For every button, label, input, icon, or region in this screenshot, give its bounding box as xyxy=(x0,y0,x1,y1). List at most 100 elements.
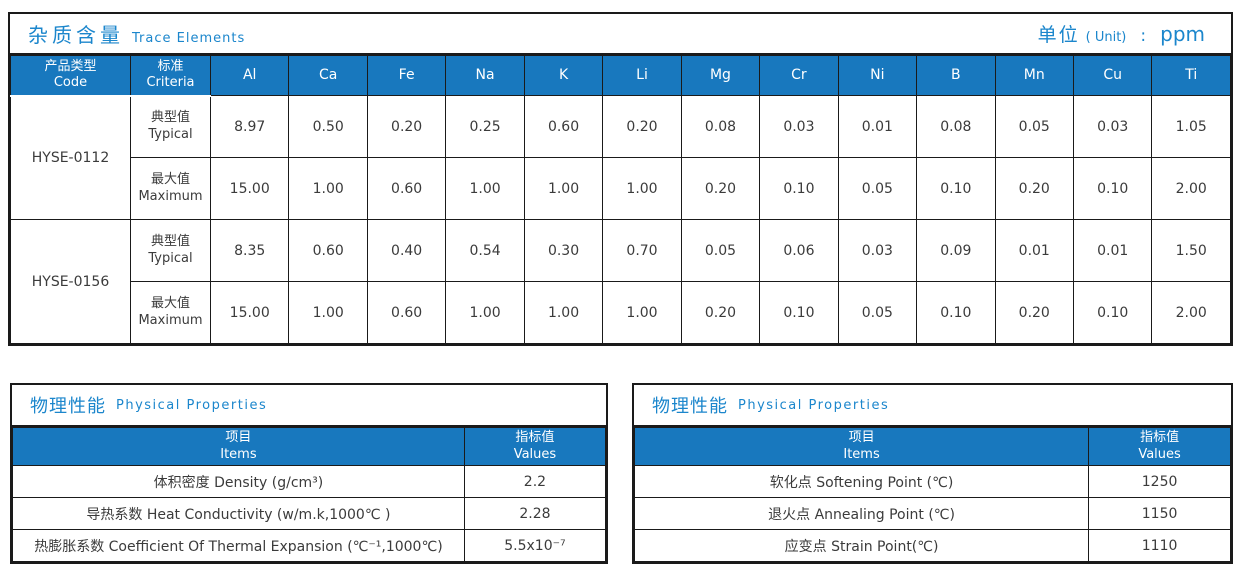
label-en: Typical xyxy=(148,126,193,142)
trace-row-hyse-0156-maximum: 最大值 Maximum 15.00 1.00 0.60 1.00 1.00 1.00 0.20 0… xyxy=(11,281,1231,344)
criteria-label-typical: 典型值 Typical xyxy=(130,219,211,282)
trace-value-cu: 0.10 xyxy=(1072,157,1153,220)
property-value: 1150 xyxy=(1088,497,1231,530)
physical-property-row: 导热系数 Heat Conductivity (w/m.k,1000℃ ) 2.2… xyxy=(12,497,607,530)
column-header-element-cu: Cu xyxy=(1072,55,1153,96)
trace-value-ca: 0.60 xyxy=(288,219,368,282)
unit-paren: ( Unit) xyxy=(1085,30,1127,45)
column-header-element-b: B xyxy=(916,55,996,96)
column-header-values: 指标值 Values xyxy=(463,427,607,466)
column-header-items-en: Items xyxy=(843,446,880,462)
physical-right-body: 软化点 Softening Point (℃) 1250 退火点 Annealing… xyxy=(633,465,1231,562)
property-item: 应变点 Strain Point(℃) xyxy=(633,529,1090,562)
unit-label: 单位 ( Unit) : ppm xyxy=(1038,20,1205,47)
physical-properties-section-left: 物理性能 Physical Properties 项目 Items 指标值 Va… xyxy=(10,383,608,564)
column-header-values-zh: 指标值 xyxy=(515,429,555,445)
column-header-element-mn: Mn xyxy=(994,55,1074,96)
property-item: 导热系数 Heat Conductivity (w/m.k,1000℃ ) xyxy=(12,497,465,530)
trace-value-k: 1.00 xyxy=(523,281,604,344)
trace-value-mg: 0.08 xyxy=(680,95,761,158)
property-value: 2.28 xyxy=(463,497,607,530)
physical-left-body: 体积密度 Density (g/cm³) 2.2 导热系数 Heat Conduct… xyxy=(12,465,607,562)
column-header-criteria-zh: 标准 xyxy=(157,59,184,74)
trace-value-mn: 0.20 xyxy=(994,157,1074,220)
trace-value-al: 8.35 xyxy=(209,219,290,282)
column-header-element-li: Li xyxy=(602,55,682,96)
trace-header-row: 产品类型 Code 标准 Criteria Al Ca Fe Na K Li Mg Cr Ni B… xyxy=(10,55,1231,97)
unit-colon: : xyxy=(1140,26,1147,46)
column-header-element-al: Al xyxy=(209,55,290,96)
trace-value-fe: 0.20 xyxy=(366,95,447,158)
column-header-items-zh: 项目 xyxy=(225,429,252,445)
trace-value-cr: 0.06 xyxy=(759,219,839,282)
physical-right-header-row: 项目 Items 指标值 Values xyxy=(633,427,1231,466)
column-header-values: 指标值 Values xyxy=(1088,427,1231,466)
physical-right-title-en: Physical Properties xyxy=(738,397,890,413)
physical-property-row: 退火点 Annealing Point (℃) 1150 xyxy=(633,497,1231,530)
trace-value-al: 15.00 xyxy=(209,281,290,344)
trace-row-hyse-0156-typical: HYSE-0156 典型值 Typical 8.35 0.60 0.40 0.54 0.30 0… xyxy=(10,219,1231,344)
column-header-values-zh: 指标值 xyxy=(1140,429,1180,445)
trace-value-ca: 1.00 xyxy=(288,281,368,344)
trace-row-hyse-0112-maximum: 最大值 Maximum 15.00 1.00 0.60 1.00 1.00 1.00 0.20 0… xyxy=(11,157,1231,220)
trace-value-cu: 0.01 xyxy=(1072,219,1153,282)
property-item: 退火点 Annealing Point (℃) xyxy=(633,497,1090,530)
physical-left-title-en: Physical Properties xyxy=(116,397,268,413)
property-value: 2.2 xyxy=(463,465,607,498)
trace-value-cr: 0.10 xyxy=(759,157,839,220)
physical-left-header-row: 项目 Items 指标值 Values xyxy=(12,427,607,466)
physical-property-row: 软化点 Softening Point (℃) 1250 xyxy=(633,465,1231,498)
column-header-element-cr: Cr xyxy=(759,55,839,96)
column-header-values-en: Values xyxy=(513,446,557,462)
trace-value-cu: 0.03 xyxy=(1072,95,1153,158)
trace-value-ni: 0.05 xyxy=(837,281,918,344)
property-item: 热膨胀系数 Coefficient Of Thermal Expansion (… xyxy=(12,529,465,562)
trace-value-ti: 1.05 xyxy=(1151,95,1231,158)
trace-value-na: 1.00 xyxy=(445,157,525,220)
physical-right-title-zh: 物理性能 xyxy=(652,396,728,417)
column-header-element-mg: Mg xyxy=(680,55,761,96)
trace-value-al: 15.00 xyxy=(209,157,290,220)
column-header-element-fe: Fe xyxy=(366,55,447,96)
trace-title-zh: 杂质含量 xyxy=(28,23,124,47)
physical-left-title-zh: 物理性能 xyxy=(30,396,106,417)
trace-value-fe: 0.60 xyxy=(366,281,447,344)
property-value: 5.5x10⁻⁷ xyxy=(463,529,607,562)
physical-right-title-bar: 物理性能 Physical Properties xyxy=(634,385,1231,427)
column-header-element-na: Na xyxy=(445,55,525,96)
trace-value-li: 1.00 xyxy=(602,157,682,220)
label-zh: 最大值 xyxy=(150,171,190,187)
product-code: HYSE-0156 xyxy=(10,219,131,344)
trace-title-bar: 杂质含量 Trace Elements 单位 ( Unit) : ppm xyxy=(10,14,1231,55)
trace-value-cr: 0.10 xyxy=(759,281,839,344)
unit-value: ppm xyxy=(1160,22,1205,46)
property-value: 1110 xyxy=(1088,529,1231,562)
label-zh: 典型值 xyxy=(150,233,190,249)
column-header-criteria-en: Criteria xyxy=(146,75,195,91)
trace-value-na: 0.54 xyxy=(445,219,525,282)
physical-right-table: 项目 Items 指标值 Values 软化点 Softening Point … xyxy=(633,427,1231,562)
column-header-element-ti: Ti xyxy=(1151,55,1231,96)
physical-property-row: 热膨胀系数 Coefficient Of Thermal Expansion (… xyxy=(12,529,607,562)
property-item: 体积密度 Density (g/cm³) xyxy=(12,465,465,498)
trace-value-b: 0.10 xyxy=(916,281,996,344)
criteria-label-typical: 典型值 Typical xyxy=(130,95,211,158)
trace-title: 杂质含量 Trace Elements xyxy=(28,19,245,48)
trace-value-k: 0.60 xyxy=(523,95,604,158)
trace-elements-section: 杂质含量 Trace Elements 单位 ( Unit) : ppm 产品类… xyxy=(8,12,1233,346)
trace-value-al: 8.97 xyxy=(209,95,290,158)
trace-value-mg: 0.20 xyxy=(680,281,761,344)
physical-property-row: 体积密度 Density (g/cm³) 2.2 xyxy=(12,465,607,498)
trace-value-cr: 0.03 xyxy=(759,95,839,158)
trace-value-fe: 0.40 xyxy=(366,219,447,282)
trace-value-ca: 1.00 xyxy=(288,157,368,220)
trace-value-b: 0.10 xyxy=(916,157,996,220)
trace-value-b: 0.09 xyxy=(916,219,996,282)
physical-property-row: 应变点 Strain Point(℃) 1110 xyxy=(633,529,1231,562)
column-header-code: 产品类型 Code xyxy=(10,55,131,97)
trace-value-ti: 1.50 xyxy=(1151,219,1231,282)
physical-left-table: 项目 Items 指标值 Values 体积密度 Density (g/cm³)… xyxy=(12,427,607,562)
label-en: Maximum xyxy=(138,188,203,204)
criteria-label-maximum: 最大值 Maximum xyxy=(130,281,211,344)
